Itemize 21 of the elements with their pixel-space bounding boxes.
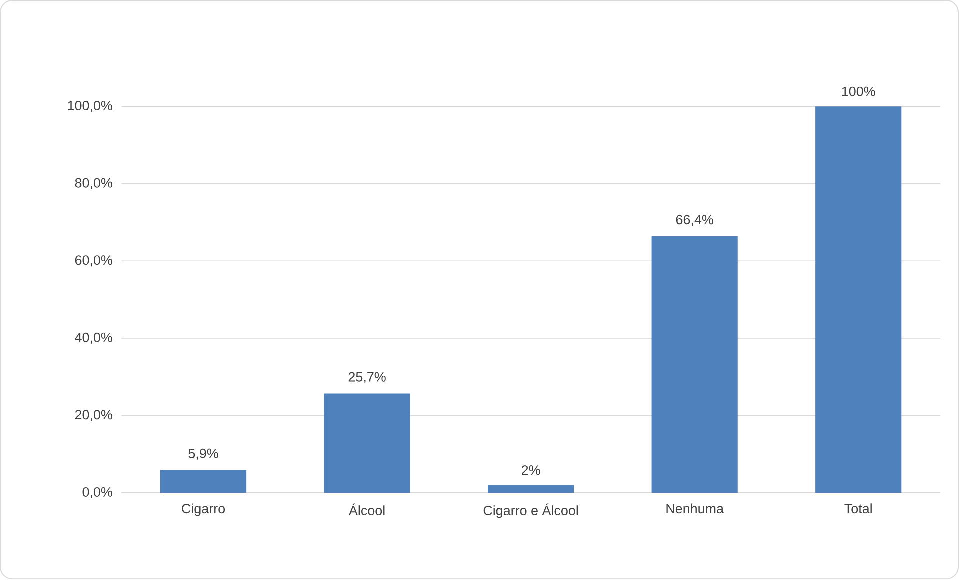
y-tick-label: 20,0% [75, 410, 112, 422]
y-tick-label: 100,0% [68, 101, 112, 112]
bar [652, 236, 738, 494]
bar [160, 470, 247, 494]
data-label: 5,9% [188, 449, 218, 460]
x-tick-label: Nenhuma [666, 504, 724, 514]
y-tick-label: 40,0% [75, 333, 112, 344]
data-label: 100% [842, 87, 876, 97]
data-label: 66,4% [676, 215, 714, 226]
y-tick-label: 60,0% [75, 256, 112, 267]
bar [488, 485, 574, 494]
x-tick-label: Cigarro [182, 504, 226, 516]
x-tick-label: Cigarro e Álcool [484, 504, 578, 518]
y-tick-label: 0,0% [82, 488, 112, 499]
x-tick-label: Álcool [348, 504, 385, 516]
bar [816, 106, 902, 494]
data-label: 2% [522, 466, 540, 476]
x-tick-label: Total [844, 504, 872, 514]
y-tick-label: 80,0% [75, 178, 112, 190]
data-label: 25,7% [348, 372, 386, 384]
bar [324, 394, 410, 494]
